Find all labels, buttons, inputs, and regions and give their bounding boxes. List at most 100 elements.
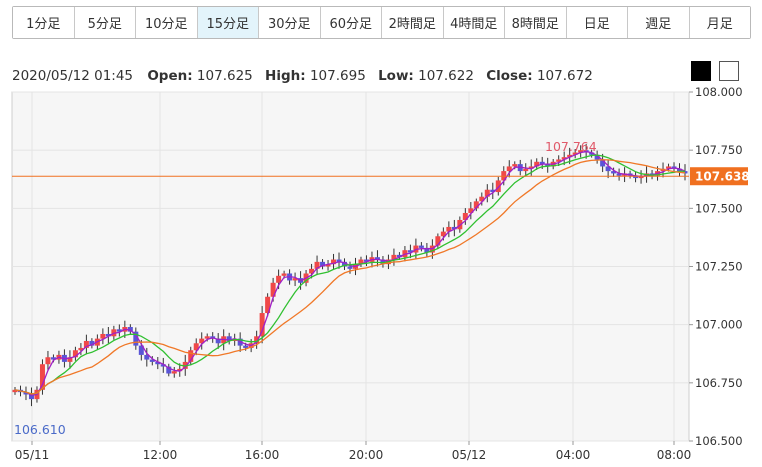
candle-body — [276, 275, 282, 283]
ohlc-high-label: High: — [265, 68, 306, 84]
ohlc-datetime: 2020/05/12 01:45 — [12, 68, 134, 84]
tab-timeframe[interactable]: 1分足 — [13, 7, 75, 38]
timeframe-tabs: 1分足 5分足 10分足 15分足 30分足 60分足 2時間足 4時間足 8時間足 日足 週足 月足 — [12, 6, 751, 39]
candle-body — [226, 336, 232, 341]
candle-body — [484, 189, 490, 197]
light-theme-toggle[interactable] — [719, 61, 739, 81]
tab-timeframe[interactable]: 4時間足 — [443, 7, 505, 38]
ohlc-close-value: 107.672 — [536, 68, 593, 84]
candle-body — [440, 231, 446, 237]
x-tick-label: 05/11 — [15, 448, 50, 462]
current-price-label: 107.638 — [695, 170, 750, 184]
candle-body — [83, 340, 89, 348]
candle-body — [28, 394, 34, 400]
candle-body — [78, 347, 84, 351]
candle-body — [160, 364, 166, 367]
tab-timeframe[interactable]: 15分足 — [197, 7, 259, 38]
y-tick-label: 108.000 — [695, 85, 743, 99]
candle-body — [600, 159, 606, 167]
candle-body — [633, 175, 639, 179]
candle-body — [561, 157, 567, 160]
candle-body — [446, 226, 452, 232]
candle-body — [72, 350, 78, 358]
candle-body — [605, 166, 611, 172]
candle-body — [594, 154, 600, 160]
ohlc-open-label: Open: — [147, 68, 193, 84]
candle-body — [545, 164, 551, 167]
tab-timeframe[interactable]: 30分足 — [259, 7, 321, 38]
candle-body — [89, 340, 95, 346]
candle-body — [144, 354, 150, 360]
candle-body — [572, 152, 578, 155]
tab-timeframe[interactable]: 月足 — [689, 7, 750, 38]
candle-body — [149, 359, 155, 362]
y-tick-label: 107.750 — [695, 143, 743, 157]
candle-body — [556, 159, 562, 162]
ohlc-open-value: 107.625 — [196, 68, 253, 84]
candle-body — [265, 296, 271, 314]
candle-body — [578, 150, 584, 153]
tab-timeframe[interactable]: 5分足 — [74, 7, 136, 38]
candle-body — [528, 166, 534, 169]
min-price-label: 106.610 — [14, 422, 66, 437]
y-tick-label: 107.000 — [695, 318, 743, 332]
candle-body — [495, 180, 501, 193]
candle-body — [435, 236, 441, 246]
tab-timeframe[interactable]: 2時間足 — [382, 7, 444, 38]
candle-body — [281, 273, 287, 276]
candle-body — [45, 357, 51, 365]
x-tick-label: 16:00 — [245, 448, 280, 462]
y-tick-label: 106.500 — [695, 434, 743, 448]
candle-body — [138, 345, 144, 355]
candle-body — [342, 261, 348, 267]
candle-body — [127, 326, 133, 332]
tab-timeframe[interactable]: 10分足 — [136, 7, 198, 38]
candle-body — [666, 166, 672, 169]
candle-body — [358, 259, 364, 265]
dark-theme-toggle[interactable] — [691, 61, 711, 81]
current-price-tag — [690, 167, 748, 186]
candle-body — [67, 357, 73, 362]
candle-body — [490, 189, 496, 193]
candle-body — [39, 364, 45, 390]
candle-body — [589, 152, 595, 155]
candle-body — [567, 154, 573, 158]
candle-body — [347, 266, 353, 269]
candle-body — [155, 361, 161, 365]
tab-timeframe[interactable]: 8時間足 — [505, 7, 567, 38]
candle-body — [204, 336, 210, 339]
candle-body — [424, 247, 430, 253]
tab-timeframe[interactable]: 週足 — [628, 7, 690, 38]
candle-body — [374, 257, 380, 260]
candle-body — [270, 282, 276, 297]
candle-body — [462, 212, 468, 220]
tab-timeframe[interactable]: 60分足 — [320, 7, 382, 38]
ohlc-close-label: Close: — [486, 68, 533, 84]
x-tick-label: 08:00 — [657, 448, 692, 462]
candle-body — [254, 336, 260, 344]
candle-body — [259, 313, 265, 337]
candle-body — [539, 161, 545, 165]
candle-body — [23, 392, 29, 395]
candle-body — [215, 338, 221, 344]
candle-body — [468, 208, 474, 213]
candle-body — [391, 254, 397, 260]
candle-body — [506, 166, 512, 172]
candle-body — [325, 264, 331, 267]
ohlc-low-value: 107.622 — [418, 68, 474, 84]
candle-body — [418, 245, 424, 248]
ohlc-readout: 2020/05/12 01:45 Open: 107.625 High: 107… — [12, 68, 593, 84]
x-tick-label: 20:00 — [349, 448, 384, 462]
y-tick-label: 106.750 — [695, 376, 743, 390]
candle-body — [677, 168, 683, 172]
candle-body — [380, 259, 386, 265]
candle-body — [133, 331, 139, 346]
candle-body — [193, 343, 199, 351]
candle-body — [50, 357, 56, 360]
candle-body — [616, 173, 622, 176]
candle-body — [177, 368, 183, 372]
x-tick-label: 05/12 — [452, 448, 487, 462]
tab-timeframe[interactable]: 日足 — [566, 7, 628, 38]
candle-body — [171, 371, 177, 374]
